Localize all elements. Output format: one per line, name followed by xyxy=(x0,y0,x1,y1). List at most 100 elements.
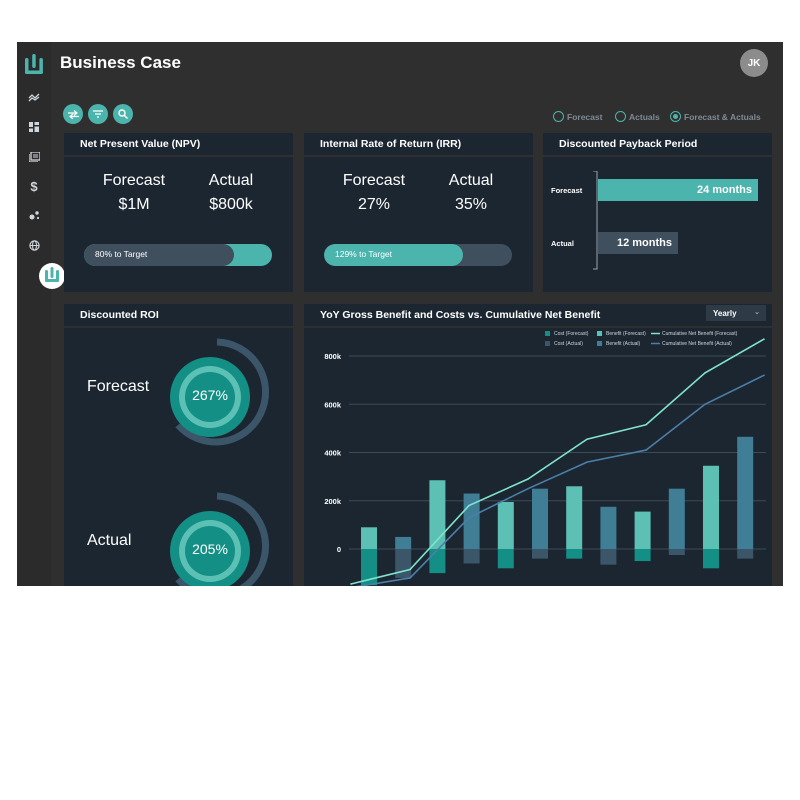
library-icon[interactable] xyxy=(22,146,46,168)
chart-bar xyxy=(668,549,685,556)
forecast-label: Forecast xyxy=(342,172,406,189)
period-value: Yearly xyxy=(713,308,737,318)
actual-value: 35% xyxy=(454,196,488,213)
y-tick-label: 800k xyxy=(324,352,342,361)
radio-circle-selected[interactable] xyxy=(670,111,681,122)
radio-label: Actuals xyxy=(629,111,660,122)
filter-button[interactable] xyxy=(88,104,108,124)
series-point xyxy=(645,423,647,426)
yoy-chart-card: YoY Gross Benefit and Costs vs. Cumulati… xyxy=(304,304,772,586)
chart-bar xyxy=(668,488,685,549)
page-title: Business Case xyxy=(60,53,181,72)
forecast-roi-value: 267% xyxy=(192,387,228,403)
card-title: Net Present Value (NPV) xyxy=(80,138,201,150)
legend-label: Cost (Forecast) xyxy=(554,331,589,337)
radio-circle[interactable] xyxy=(553,111,564,122)
chart-bar xyxy=(634,549,651,562)
globe-icon[interactable] xyxy=(22,234,46,256)
actual-label: Actual xyxy=(87,532,132,549)
series-line xyxy=(350,338,765,585)
series-line xyxy=(355,374,765,586)
chart-bar xyxy=(566,549,583,559)
chart-bar xyxy=(429,549,446,574)
dollar-icon[interactable]: $ xyxy=(30,178,38,194)
card-title: Internal Rate of Return (IRR) xyxy=(320,138,462,150)
legend-label: Cumulative Net Benefit (Actual) xyxy=(662,341,732,347)
chart-bar xyxy=(532,488,548,549)
radio-actuals[interactable]: Actuals xyxy=(615,111,660,122)
chart-bar xyxy=(703,465,719,549)
series-point xyxy=(704,403,706,406)
legend-label: Cost (Actual) xyxy=(554,341,583,347)
chart-bar xyxy=(737,436,754,549)
series-point xyxy=(763,374,765,377)
forecast-value: $1M xyxy=(118,196,150,213)
y-tick-label: 0 xyxy=(337,545,341,554)
search-button[interactable] xyxy=(113,104,133,124)
user-avatar[interactable]: JK xyxy=(740,49,768,77)
target-progress-bar: 129% to Target xyxy=(324,244,512,266)
target-progress-fill xyxy=(324,244,464,266)
actual-label: Actual xyxy=(208,172,254,189)
divider xyxy=(543,155,772,157)
dashboard-icon[interactable] xyxy=(22,116,46,138)
brand-badge-icon[interactable] xyxy=(38,262,66,290)
series-point xyxy=(586,438,588,441)
irr-card: Internal Rate of Return (IRR) Forecast 2… xyxy=(304,133,533,292)
filter-icon xyxy=(93,110,103,118)
forecast-value: 27% xyxy=(357,196,391,213)
chart-bar xyxy=(497,549,514,569)
legend-label: Cumulative Net Benefit (Forecast) xyxy=(662,331,738,337)
chart-bar xyxy=(497,501,514,549)
series-point xyxy=(409,577,411,579)
chart-bar xyxy=(463,549,480,564)
chart-bar xyxy=(703,549,719,569)
chart-bar xyxy=(600,506,617,549)
chart-bar xyxy=(395,549,412,578)
network-icon[interactable] xyxy=(22,204,46,226)
target-progress-bar: 80% to Target xyxy=(84,244,272,266)
chart-bar xyxy=(395,536,412,549)
actual-payback-bar: 12 months xyxy=(598,232,678,254)
legend-label: Benefit (Forecast) xyxy=(606,331,646,337)
bar-value: 24 months xyxy=(696,184,752,196)
roi-card: Discounted ROI Forecast 267% Actual 205% xyxy=(64,304,293,586)
forecast-payback-bar: 24 months xyxy=(598,179,758,201)
card-title: Discounted ROI xyxy=(80,309,159,321)
actual-roi-donut xyxy=(170,492,270,586)
radio-label: Forecast xyxy=(567,111,603,122)
forecast-label: Forecast xyxy=(102,172,166,189)
radio-forecast-actuals[interactable]: Forecast & Actuals xyxy=(670,111,761,122)
radio-forecast[interactable]: Forecast xyxy=(553,111,602,122)
brand-logo-icon[interactable] xyxy=(23,52,45,78)
trend-icon[interactable] xyxy=(22,86,46,108)
series-point xyxy=(763,338,765,340)
radio-circle[interactable] xyxy=(615,111,626,122)
forecast-label: Forecast xyxy=(87,378,150,395)
search-icon xyxy=(118,109,128,119)
forecast-label: Forecast xyxy=(551,186,583,195)
card-title: Discounted Payback Period xyxy=(559,138,698,150)
chevron-down-icon: ⌄ xyxy=(754,309,760,316)
y-tick-label: 200k xyxy=(324,497,342,506)
bar-value: 12 months xyxy=(616,237,672,249)
series-point xyxy=(527,487,529,490)
chart-bar xyxy=(532,549,548,559)
target-progress-text: 129% to Target xyxy=(335,249,393,259)
compare-button[interactable] xyxy=(63,104,83,124)
payback-card: Discounted Payback Period Forecast Actua… xyxy=(543,133,772,292)
series-point xyxy=(350,583,352,585)
legend-swatch xyxy=(545,341,550,346)
app-window: $ Business Case JK Forecast Actuals xyxy=(17,42,783,586)
series-point xyxy=(645,449,647,451)
card-title: YoY Gross Benefit and Costs vs. Cumulati… xyxy=(320,309,601,321)
divider xyxy=(64,326,293,328)
legend-swatch xyxy=(597,341,602,346)
actual-roi-value: 205% xyxy=(192,541,228,557)
y-tick-label: 400k xyxy=(324,449,342,458)
chart-bar xyxy=(429,480,446,549)
sidebar: $ xyxy=(17,42,65,586)
compare-icon xyxy=(67,109,79,119)
chart-bar xyxy=(361,527,377,549)
period-dropdown[interactable]: Yearly ⌄ xyxy=(706,305,766,321)
